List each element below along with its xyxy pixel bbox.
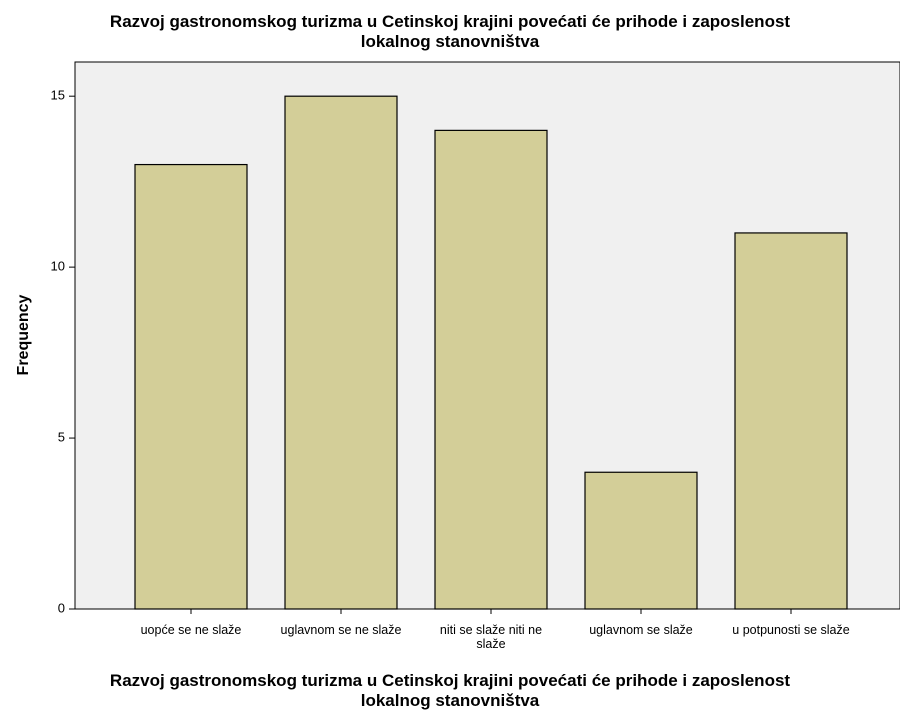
chart-title: Razvoj gastronomskog turizma u Cetinskoj…	[109, 12, 791, 51]
y-tick-label: 5	[58, 430, 65, 445]
x-tick-label: niti se slaže niti ne slaže	[439, 623, 543, 651]
y-tick-label: 0	[58, 600, 65, 615]
y-tick-label: 10	[51, 259, 65, 274]
x-tick-label: uopće se ne slaže	[140, 623, 242, 637]
y-tick-label: 15	[51, 88, 65, 103]
x-axis-label: Razvoj gastronomskog turizma u Cetinskoj…	[109, 671, 791, 710]
x-tick-label: u potpunosti se slaže	[732, 623, 850, 637]
x-tick-label: uglavnom se slaže	[589, 623, 693, 637]
bar	[734, 232, 848, 610]
y-axis-label: Frequency	[15, 294, 32, 375]
bar	[434, 129, 548, 610]
x-tick-label: uglavnom se ne slaže	[280, 623, 402, 637]
bar	[134, 163, 248, 610]
bar	[584, 471, 698, 610]
bar	[284, 95, 398, 610]
